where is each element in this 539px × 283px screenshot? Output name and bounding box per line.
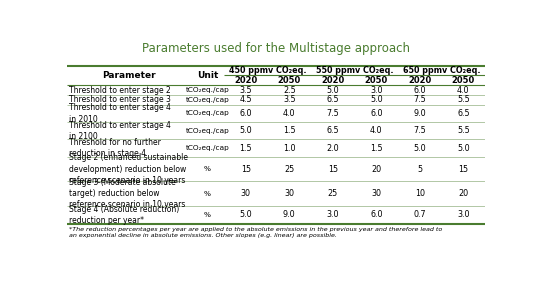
Text: 15: 15 <box>241 165 251 173</box>
Text: 10: 10 <box>415 189 425 198</box>
Text: 1.5: 1.5 <box>370 143 383 153</box>
Text: Threshold for no further
reduction in stage 4: Threshold for no further reduction in st… <box>70 138 161 158</box>
Text: 2050: 2050 <box>452 76 475 85</box>
Text: 450 ppmv CO₂eq.: 450 ppmv CO₂eq. <box>229 66 306 75</box>
Text: 0.7: 0.7 <box>413 210 426 219</box>
Text: tCO₂eq./cap: tCO₂eq./cap <box>185 87 229 93</box>
Text: %: % <box>204 212 211 218</box>
Text: 4.0: 4.0 <box>283 109 295 118</box>
Text: 5: 5 <box>417 165 423 173</box>
Text: 6.5: 6.5 <box>327 126 339 135</box>
Text: 4.0: 4.0 <box>457 85 469 95</box>
Text: 30: 30 <box>284 189 294 198</box>
Text: tCO₂eq./cap: tCO₂eq./cap <box>185 97 229 103</box>
Text: 4.0: 4.0 <box>370 126 383 135</box>
Text: 15: 15 <box>458 165 468 173</box>
Text: Threshold to enter stage 2: Threshold to enter stage 2 <box>70 85 171 95</box>
Text: 650 ppmv CO₂eq.: 650 ppmv CO₂eq. <box>403 66 480 75</box>
Text: 15: 15 <box>328 165 338 173</box>
Text: tCO₂eq./cap: tCO₂eq./cap <box>185 145 229 151</box>
Text: Parameter: Parameter <box>102 71 156 80</box>
Text: 1.5: 1.5 <box>239 143 252 153</box>
Text: 2020: 2020 <box>321 76 344 85</box>
Text: Parameters used for the Multistage approach: Parameters used for the Multistage appro… <box>142 42 410 55</box>
Text: 6.5: 6.5 <box>327 95 339 104</box>
Text: Threshold to enter stage 3: Threshold to enter stage 3 <box>70 95 171 104</box>
Text: 2.0: 2.0 <box>327 143 339 153</box>
Text: 9.0: 9.0 <box>283 210 295 219</box>
Text: 5.0: 5.0 <box>457 143 469 153</box>
Text: 6.5: 6.5 <box>457 109 469 118</box>
Text: 5.0: 5.0 <box>239 210 252 219</box>
Text: 25: 25 <box>284 165 294 173</box>
Text: 2050: 2050 <box>365 76 388 85</box>
Text: Unit: Unit <box>197 71 218 80</box>
Text: 6.0: 6.0 <box>370 109 383 118</box>
Text: 5.0: 5.0 <box>327 85 339 95</box>
Text: 7.5: 7.5 <box>413 126 426 135</box>
Text: Stage 4 (Absolute reduction)
reduction per year*: Stage 4 (Absolute reduction) reduction p… <box>70 205 179 225</box>
Text: 2.5: 2.5 <box>283 85 296 95</box>
Text: 4.5: 4.5 <box>239 95 252 104</box>
Text: 3.5: 3.5 <box>283 95 295 104</box>
Text: %: % <box>204 191 211 197</box>
Text: 5.0: 5.0 <box>370 95 383 104</box>
Text: 6.0: 6.0 <box>370 210 383 219</box>
Text: 20: 20 <box>371 165 382 173</box>
Text: 6.0: 6.0 <box>413 85 426 95</box>
Text: 2020: 2020 <box>234 76 258 85</box>
Text: 6.0: 6.0 <box>239 109 252 118</box>
Text: Stage 2 (enhanced sustainable
development) reduction below
reference scenario in: Stage 2 (enhanced sustainable developmen… <box>70 153 189 185</box>
Text: 30: 30 <box>241 189 251 198</box>
Text: %: % <box>204 166 211 172</box>
Text: 1.0: 1.0 <box>283 143 295 153</box>
Text: 25: 25 <box>328 189 338 198</box>
Text: tCO₂eq./cap: tCO₂eq./cap <box>185 110 229 117</box>
Text: 3.5: 3.5 <box>239 85 252 95</box>
Text: 30: 30 <box>371 189 381 198</box>
Text: 2050: 2050 <box>278 76 301 85</box>
Text: 3.0: 3.0 <box>457 210 469 219</box>
Text: *The reduction percentages per year are applied to the absolute emissions in the: *The reduction percentages per year are … <box>70 227 443 238</box>
Text: Threshold to enter stage 4
in 2010: Threshold to enter stage 4 in 2010 <box>70 103 171 123</box>
Text: 3.0: 3.0 <box>370 85 383 95</box>
Text: 5.5: 5.5 <box>457 126 469 135</box>
Text: 3.0: 3.0 <box>327 210 339 219</box>
Text: 20: 20 <box>458 189 468 198</box>
Text: 7.5: 7.5 <box>327 109 339 118</box>
Text: 9.0: 9.0 <box>413 109 426 118</box>
Text: 2020: 2020 <box>408 76 431 85</box>
Text: 1.5: 1.5 <box>283 126 295 135</box>
Text: Stage 3 (Moderate absolute
target) reduction below
reference scenario in 10 year: Stage 3 (Moderate absolute target) reduc… <box>70 178 186 209</box>
Text: 5.5: 5.5 <box>457 95 469 104</box>
Text: 5.0: 5.0 <box>239 126 252 135</box>
Text: 7.5: 7.5 <box>413 95 426 104</box>
Text: 550 ppmv CO₂eq.: 550 ppmv CO₂eq. <box>316 66 393 75</box>
Text: 5.0: 5.0 <box>413 143 426 153</box>
Text: Threshold to enter stage 4
in 2100: Threshold to enter stage 4 in 2100 <box>70 121 171 141</box>
Text: tCO₂eq./cap: tCO₂eq./cap <box>185 128 229 134</box>
